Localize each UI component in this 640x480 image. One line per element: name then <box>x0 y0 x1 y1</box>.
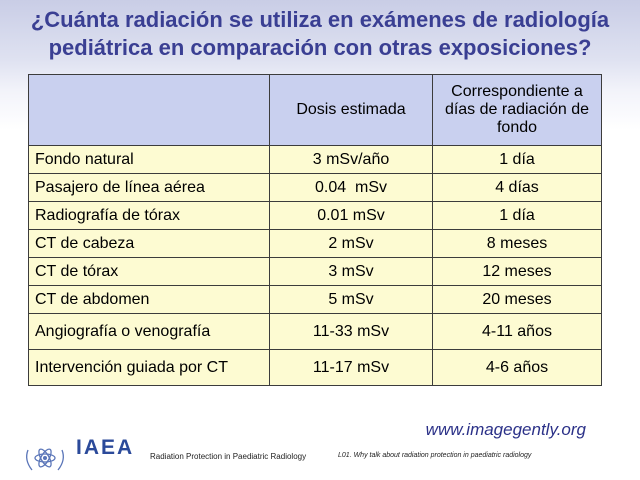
table-row: Radiografía de tórax 0.01 mSv 1 día <box>28 201 602 230</box>
dose-comparison-table: Dosis estimada Correspondiente a días de… <box>28 74 602 386</box>
dose-cell: 2 mSv <box>269 229 433 258</box>
slide-title: ¿Cuánta radiación se utiliza en exámenes… <box>0 6 640 62</box>
exposure-cell: Intervención guiada por CT <box>28 349 270 386</box>
equivalent-cell: 1 día <box>432 145 602 174</box>
website-link[interactable]: www.imagegently.org <box>425 420 586 439</box>
dose-cell: 5 mSv <box>269 285 433 314</box>
exposure-cell: CT de abdomen <box>28 285 270 314</box>
dose-cell: 0.04 mSv <box>269 173 433 202</box>
iaea-emblem-icon <box>26 448 64 471</box>
table-row: Fondo natural 3 mSv/año 1 día <box>28 145 602 174</box>
dose-cell: 11-33 mSv <box>269 313 433 350</box>
iaea-wordmark: IAEA <box>76 436 135 459</box>
dose-cell: 11-17 mSv <box>269 349 433 386</box>
title-line-2: pediátrica en comparación con otras expo… <box>48 35 592 60</box>
equivalent-cell: 4 días <box>432 173 602 202</box>
table-row: CT de tórax 3 mSv 12 meses <box>28 257 602 286</box>
equivalent-cell: 12 meses <box>432 257 602 286</box>
dose-cell: 3 mSv/año <box>269 145 433 174</box>
equivalent-cell: 1 día <box>432 201 602 230</box>
equivalent-cell: 20 meses <box>432 285 602 314</box>
table-row: Intervención guiada por CT 11-17 mSv 4-6… <box>28 349 602 386</box>
equivalent-cell: 4-6 años <box>432 349 602 386</box>
exposure-cell: Fondo natural <box>28 145 270 174</box>
table-row: Angiografía o venografía 11-33 mSv 4-11 … <box>28 313 602 350</box>
equivalent-cell: 4-11 años <box>432 313 602 350</box>
exposure-cell: CT de tórax <box>28 257 270 286</box>
exposure-cell: Pasajero de línea aérea <box>28 173 270 202</box>
footer-lecture-title: L01. Why talk about radiation protection… <box>338 452 532 459</box>
dose-cell: 3 mSv <box>269 257 433 286</box>
equivalent-cell: 8 meses <box>432 229 602 258</box>
header-cell-dose: Dosis estimada <box>269 74 433 146</box>
exposure-cell: Angiografía o venografía <box>28 313 270 350</box>
header-cell-equivalent: Correspondiente a días de radiación de f… <box>432 74 602 146</box>
table-row: CT de cabeza 2 mSv 8 meses <box>28 229 602 258</box>
header-cell-exposure <box>28 74 270 146</box>
title-line-1: ¿Cuánta radiación se utiliza en exámenes… <box>30 7 610 32</box>
table-row: CT de abdomen 5 mSv 20 meses <box>28 285 602 314</box>
exposure-cell: CT de cabeza <box>28 229 270 258</box>
table-row: Pasajero de línea aérea 0.04 mSv 4 días <box>28 173 602 202</box>
exposure-cell: Radiografía de tórax <box>28 201 270 230</box>
footer-course-title: Radiation Protection in Paediatric Radio… <box>150 452 307 461</box>
dose-cell: 0.01 mSv <box>269 201 433 230</box>
table-header-row: Dosis estimada Correspondiente a días de… <box>28 74 602 146</box>
